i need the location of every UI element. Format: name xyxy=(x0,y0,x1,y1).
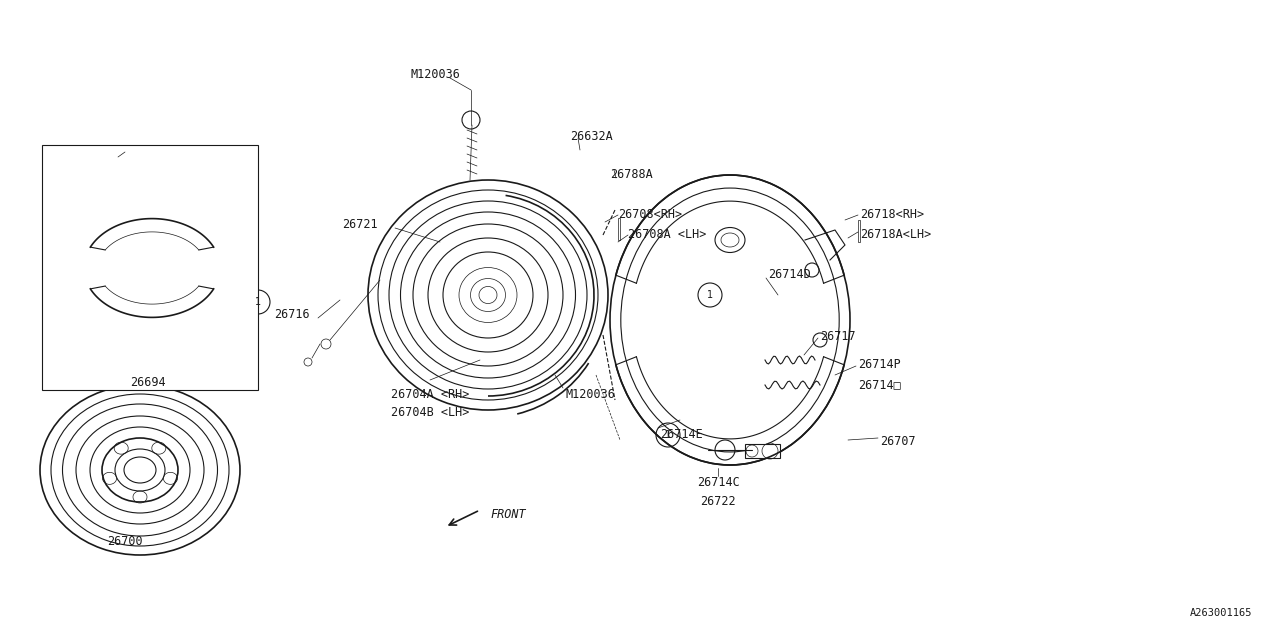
Text: 26700: 26700 xyxy=(108,535,143,548)
Text: 1: 1 xyxy=(707,290,713,300)
Text: 26714□: 26714□ xyxy=(858,378,901,391)
Text: FRONT: FRONT xyxy=(490,508,526,521)
Text: 26704B <LH>: 26704B <LH> xyxy=(390,406,470,419)
Text: 26708A <LH>: 26708A <LH> xyxy=(628,228,707,241)
Text: 26714E: 26714E xyxy=(660,428,703,441)
Text: 26714D: 26714D xyxy=(768,268,810,281)
Text: 26718A<LH>: 26718A<LH> xyxy=(860,228,932,241)
Text: 1: 1 xyxy=(664,430,671,440)
Text: 26694: 26694 xyxy=(131,376,166,389)
Text: 26716: 26716 xyxy=(274,308,310,321)
Text: 26708<RH>: 26708<RH> xyxy=(618,208,682,221)
Text: 26788A: 26788A xyxy=(611,168,653,181)
Bar xyxy=(134,322,143,338)
Text: M120036: M120036 xyxy=(410,68,460,81)
Bar xyxy=(858,220,860,242)
Text: 26707: 26707 xyxy=(881,435,915,448)
Text: 26714P: 26714P xyxy=(858,358,901,371)
Text: A263001165: A263001165 xyxy=(1189,608,1252,618)
Text: 26721: 26721 xyxy=(342,218,378,231)
Text: 26632A: 26632A xyxy=(570,130,613,143)
Text: M120036: M120036 xyxy=(564,388,614,401)
Bar xyxy=(42,145,259,390)
Text: 1: 1 xyxy=(255,297,261,307)
Text: 26704A <RH>: 26704A <RH> xyxy=(390,388,470,401)
Text: 26722: 26722 xyxy=(700,495,736,508)
Text: 26717: 26717 xyxy=(820,330,855,343)
Text: 26714C: 26714C xyxy=(696,476,740,489)
Bar xyxy=(618,218,620,240)
Text: 26718<RH>: 26718<RH> xyxy=(860,208,924,221)
Bar xyxy=(745,444,780,458)
Bar xyxy=(143,188,154,204)
